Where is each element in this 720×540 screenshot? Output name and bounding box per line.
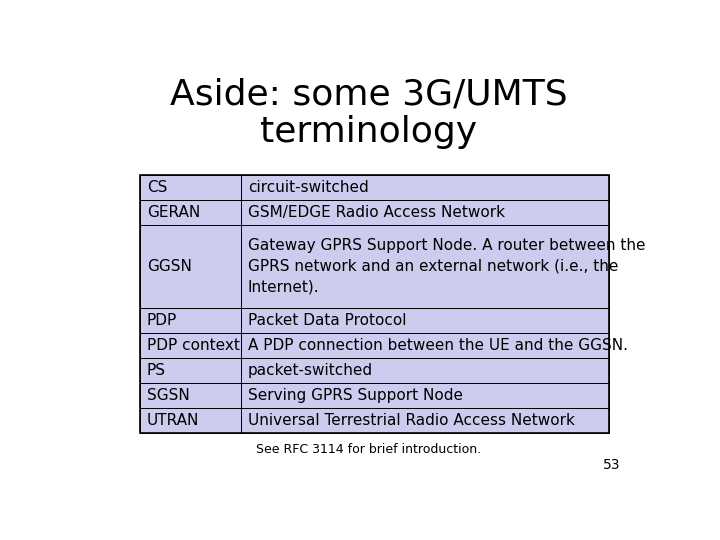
Bar: [140, 357, 241, 383]
Text: Serving GPRS Support Node: Serving GPRS Support Node: [248, 388, 463, 403]
Text: Aside: some 3G/UMTS
terminology: Aside: some 3G/UMTS terminology: [170, 77, 568, 150]
Bar: [241, 175, 609, 200]
Bar: [241, 308, 609, 333]
Bar: [241, 357, 609, 383]
Text: GGSN: GGSN: [147, 259, 192, 274]
Bar: [241, 383, 609, 408]
Bar: [241, 408, 609, 433]
Text: UTRAN: UTRAN: [147, 413, 199, 428]
Text: See RFC 3114 for brief introduction.: See RFC 3114 for brief introduction.: [256, 443, 482, 456]
Text: Universal Terrestrial Radio Access Network: Universal Terrestrial Radio Access Netwo…: [248, 413, 575, 428]
Bar: [140, 200, 241, 225]
Text: PDP: PDP: [147, 313, 177, 328]
Text: Gateway GPRS Support Node. A router between the: Gateway GPRS Support Node. A router betw…: [248, 238, 645, 253]
Bar: [140, 175, 241, 200]
Bar: [241, 333, 609, 357]
Text: 53: 53: [603, 458, 620, 472]
Bar: [140, 408, 241, 433]
Text: GERAN: GERAN: [147, 205, 200, 220]
Bar: [241, 225, 609, 308]
Text: SGSN: SGSN: [147, 388, 189, 403]
Text: CS: CS: [147, 180, 167, 195]
Bar: [140, 225, 241, 308]
Bar: [140, 175, 609, 433]
Text: Packet Data Protocol: Packet Data Protocol: [248, 313, 406, 328]
Text: packet-switched: packet-switched: [248, 363, 373, 377]
Bar: [241, 200, 609, 225]
Text: Internet).: Internet).: [248, 280, 319, 295]
Bar: [140, 333, 241, 357]
Text: A PDP connection between the UE and the GGSN.: A PDP connection between the UE and the …: [248, 338, 628, 353]
Text: PS: PS: [147, 363, 166, 377]
Bar: [140, 308, 241, 333]
Bar: [140, 383, 241, 408]
Text: circuit-switched: circuit-switched: [248, 180, 369, 195]
Text: GPRS network and an external network (i.e., the: GPRS network and an external network (i.…: [248, 259, 618, 274]
Text: GSM/EDGE Radio Access Network: GSM/EDGE Radio Access Network: [248, 205, 505, 220]
Text: PDP context: PDP context: [147, 338, 240, 353]
